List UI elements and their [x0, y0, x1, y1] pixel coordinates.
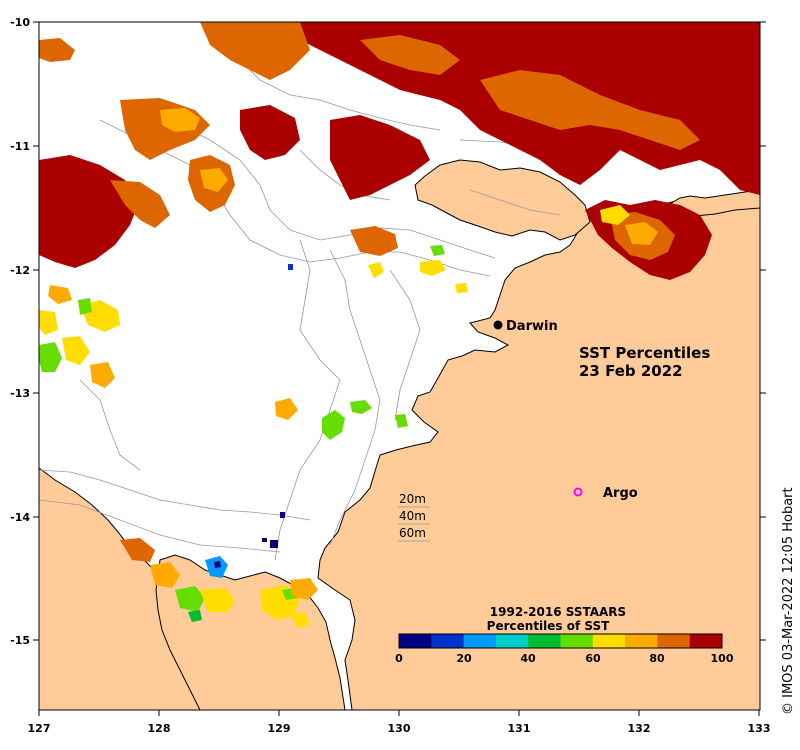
lat-tick-label: -13	[10, 387, 30, 400]
colorbar-swatch	[463, 634, 497, 648]
lat-tick-label: -11	[10, 140, 30, 153]
colorbar-tick: 0	[395, 652, 403, 665]
lon-tick-label: 131	[508, 722, 531, 735]
depth-label-40m: 40m	[399, 509, 426, 523]
lat-tick-label: -15	[10, 634, 30, 647]
argo-marker-icon	[573, 487, 583, 497]
colorbar-swatch	[689, 634, 723, 648]
lon-tick-label: 128	[148, 722, 171, 735]
colorbar-swatch	[560, 634, 594, 648]
argo-label: Argo	[603, 486, 638, 501]
lat-tick-label: -12	[10, 264, 30, 277]
axis-ticks	[33, 21, 766, 716]
colorbar-swatch	[592, 634, 626, 648]
depth-label-60m: 60m	[399, 526, 426, 540]
depth-legend: 20m 40m 60m	[398, 492, 430, 542]
sst-percentile-pixels	[39, 22, 760, 628]
lon-tick-label: 129	[268, 722, 291, 735]
darwin-label: Darwin	[506, 319, 558, 334]
lon-tick-label: 127	[28, 722, 51, 735]
colorbar-swatch	[495, 634, 529, 648]
colorbar-subtitle: Percentiles of SST	[487, 619, 610, 633]
depth-label-20m: 20m	[399, 492, 426, 506]
lat-tick-label: -10	[10, 16, 30, 29]
colorbar: 1992-2016 SSTAARS Percentiles of SST 0 2…	[395, 605, 734, 665]
colorbar-tick: 80	[649, 652, 665, 665]
colorbar-tick: 100	[711, 652, 734, 665]
lon-tick-label: 132	[628, 722, 651, 735]
colorbar-swatch	[625, 634, 658, 648]
colorbar-swatch	[657, 634, 691, 648]
imos-credit: © IMOS 03-Mar-2022 12:05 Hobart	[781, 487, 796, 715]
map-date: 23 Feb 2022	[579, 362, 683, 380]
lat-tick-label: -14	[10, 511, 30, 524]
darwin-marker-icon	[493, 320, 503, 330]
colorbar-tick: 40	[520, 652, 536, 665]
tiwi-islands	[414, 159, 591, 241]
lon-tick-label: 133	[748, 722, 771, 735]
colorbar-swatch	[399, 634, 432, 648]
map-title: SST Percentiles	[579, 344, 710, 362]
colorbar-tick: 20	[456, 652, 472, 665]
lon-tick-label: 130	[388, 722, 411, 735]
colorbar-tick: 60	[585, 652, 601, 665]
colorbar-swatch	[528, 634, 561, 648]
colorbar-swatches	[399, 634, 723, 648]
colorbar-title: 1992-2016 SSTAARS	[490, 605, 626, 619]
colorbar-swatch	[431, 634, 465, 648]
